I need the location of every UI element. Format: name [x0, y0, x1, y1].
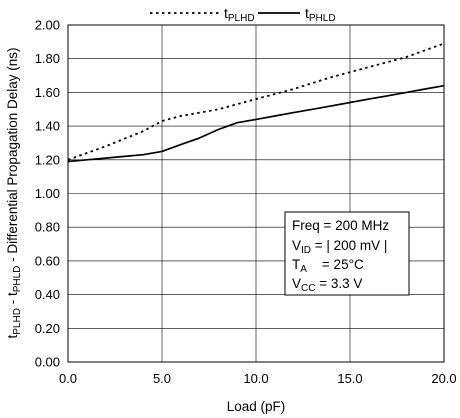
grid: [68, 25, 444, 362]
legend-label-tphld: tPHLD: [305, 5, 336, 24]
y-tick-label: 0.60: [35, 253, 60, 268]
conditions-annotation: Freq = 200 MHz VID = | 200 mV | TA = 25°…: [284, 211, 410, 296]
y-tick-label: 0.20: [35, 321, 60, 336]
y-tick-label: 0.40: [35, 287, 60, 302]
x-tick-label: 0.0: [59, 371, 77, 386]
y-tick-label: 1.60: [35, 85, 60, 100]
annotation-freq: Freq = 200 MHz: [292, 218, 389, 233]
annotation-vcc: VCC = 3.3 V: [292, 276, 362, 294]
y-tick-label: 1.40: [35, 119, 60, 134]
plot-area: [67, 24, 445, 363]
y-tick-labels: 0.00 0.20 0.40 0.60 0.80 1.00 1.20 1.40 1.60 1.80…: [35, 18, 60, 370]
annotation-box: [284, 211, 410, 296]
y-axis-title: tPLHD - tPHLD - Differential Propagation…: [5, 48, 23, 339]
x-tick-label: 10.0: [243, 371, 268, 386]
series-line-tplhd: [67, 42, 445, 161]
series-layer: [67, 42, 445, 163]
x-tick-label: 15.0: [337, 371, 362, 386]
x-axis-title: Load (pF): [227, 399, 286, 414]
y-tick-label: 0.00: [35, 355, 60, 370]
y-tick-label: 1.00: [35, 186, 60, 201]
annotation-ta: TA = 25°C: [292, 257, 364, 275]
x-tick-label: 20.0: [431, 371, 456, 386]
y-tick-label: 0.80: [35, 220, 60, 235]
legend-label-tplhd: tPLHD: [224, 5, 255, 24]
y-tick-label: 1.80: [35, 51, 60, 66]
annotation-vid: VID = | 200 mV |: [292, 238, 387, 256]
x-tick-labels: 0.0 5.0 10.0 15.0 20.0: [59, 371, 457, 386]
series-line-tphld: [67, 84, 445, 163]
legend: tPLHD tPHLD: [150, 5, 336, 24]
x-tick-label: 5.0: [153, 371, 171, 386]
y-tick-label: 2.00: [35, 18, 60, 33]
y-tick-label: 1.20: [35, 152, 60, 167]
